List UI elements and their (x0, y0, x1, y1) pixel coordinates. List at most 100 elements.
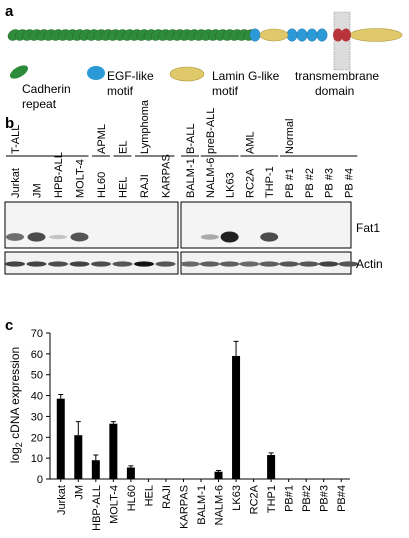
actin-band (199, 261, 220, 267)
egf-legend-label-2: motif (107, 84, 134, 98)
group-label: Lymphoma (139, 99, 151, 154)
bar (91, 460, 100, 479)
blot-lane-labels: Jurkat JM HPB-ALL MOLT-4 HL60 HEL RAJI KARPAS BA… (10, 152, 355, 198)
group-label: preB-ALL (205, 108, 217, 154)
lane-label: NALM-6 (205, 158, 217, 198)
lane-label: RAJI (139, 174, 151, 198)
group-label: AML (244, 131, 256, 154)
bar (56, 398, 65, 479)
bar (74, 435, 83, 479)
y-axis-label: log2 cDNA expression (8, 347, 24, 463)
bar (267, 455, 276, 479)
cadherin-legend-icon (9, 65, 29, 79)
lane-label: HPB-ALL (53, 152, 65, 198)
actin-band (259, 261, 280, 267)
egf-legend-label-1: EGF-like (107, 69, 154, 83)
lane-label: KARPAS (161, 154, 173, 198)
bar-chart: log2 cDNA expression 0 10 20 30 40 50 60 70 Jur… (8, 328, 350, 531)
bar (126, 467, 135, 479)
x-tick-label: JM (73, 485, 85, 500)
lane-label: THP-1 (264, 166, 276, 198)
x-tick-label: LK63 (231, 485, 243, 511)
y-tick-label: 10 (31, 453, 43, 465)
bar (214, 471, 223, 479)
actin-band (279, 261, 299, 267)
tm-legend-label-2: domain (315, 84, 354, 98)
actin-band (69, 261, 90, 267)
x-tick-label: RC2A (249, 484, 261, 514)
y-tick-label: 30 (31, 411, 43, 423)
lane-label: MOLT-4 (75, 159, 87, 198)
actin-band (219, 261, 240, 267)
lamin-g-domain (349, 28, 403, 42)
lamin-g-domain (259, 28, 289, 42)
lamin-legend-label-2: motif (212, 84, 239, 98)
egf-like-motif (249, 28, 261, 42)
fat1-band (27, 232, 46, 242)
fat1-blot-left (4, 201, 179, 249)
cadherin-legend-label-1: Cadherin (22, 82, 71, 96)
lane-label: PB #1 (284, 168, 296, 198)
x-tick-label: HEL (143, 485, 155, 506)
y-axis-label-suffix: cDNA expression (8, 347, 22, 442)
domain-legend: Cadherin repeat EGF-like motif Lamin G-l… (9, 65, 379, 111)
y-tick-label: 50 (31, 370, 43, 382)
x-tick-label: KARPAS (178, 485, 190, 529)
lane-label: PB #3 (324, 168, 336, 198)
group-label: B-ALL (185, 123, 197, 154)
lane-label: Jurkat (10, 168, 22, 198)
egf-like-motif (306, 28, 318, 42)
panel-label-a: a (5, 3, 14, 20)
fat1-band (220, 231, 239, 243)
egf-legend-icon (87, 66, 105, 80)
y-tick-label: 60 (31, 349, 43, 361)
actin-band (318, 261, 339, 267)
tm-legend-label-1: transmembrane (295, 69, 379, 83)
fat1-domain-diagram (7, 11, 403, 71)
actin-blot: Actin (4, 251, 383, 275)
y-tick-label: 0 (37, 474, 43, 486)
panel-label-c: c (5, 317, 13, 334)
fat1-band (260, 232, 279, 242)
x-tick-label: BALM-1 (196, 485, 208, 525)
egf-like-motif (286, 28, 298, 42)
blot-header: T-ALL APML EL Lymphoma B-ALL preB-ALL AML Norma… (6, 99, 358, 157)
x-tick-label: MOLT-4 (108, 485, 120, 524)
y-tick-label: 40 (31, 391, 43, 403)
x-tick-label: PB#2 (301, 485, 313, 512)
fat1-blot: Fat1 (4, 201, 380, 249)
group-label: T-ALL (10, 125, 22, 154)
x-tick-label: PB#4 (336, 485, 348, 512)
fat1-band (49, 234, 67, 240)
fat1-band (70, 232, 89, 242)
lane-label: LK63 (225, 172, 237, 198)
lane-label: RC2A (244, 168, 256, 198)
actin-label: Actin (356, 257, 383, 271)
fat1-label: Fat1 (356, 221, 380, 235)
actin-band (48, 261, 68, 267)
lane-label: JM (32, 183, 44, 198)
egf-like-motif (316, 28, 328, 42)
bar (109, 423, 118, 479)
lamin-legend-label-1: Lamin G-like (212, 69, 280, 83)
actin-band (155, 261, 176, 267)
bar (232, 355, 241, 479)
actin-band (298, 261, 319, 267)
actin-band (26, 261, 47, 267)
x-tick-label: HL60 (126, 485, 138, 511)
egf-like-motif (296, 28, 308, 42)
lane-label: BALM-1 (185, 158, 197, 198)
panel-label-b: b (5, 115, 14, 132)
y-tick-label: 70 (31, 328, 43, 340)
tm-domain-1 (333, 28, 343, 42)
x-tick-label: HBP-ALL (91, 485, 103, 531)
cadherin-legend-label-2: repeat (22, 97, 57, 111)
actin-band (5, 261, 25, 267)
actin-band (239, 261, 260, 267)
x-tick-label: NALM-6 (214, 485, 226, 525)
y-axis-label-subscript: 2 (14, 442, 24, 447)
actin-band (180, 261, 200, 267)
lane-label: HL60 (96, 172, 108, 198)
lamin-legend-icon (169, 66, 205, 82)
